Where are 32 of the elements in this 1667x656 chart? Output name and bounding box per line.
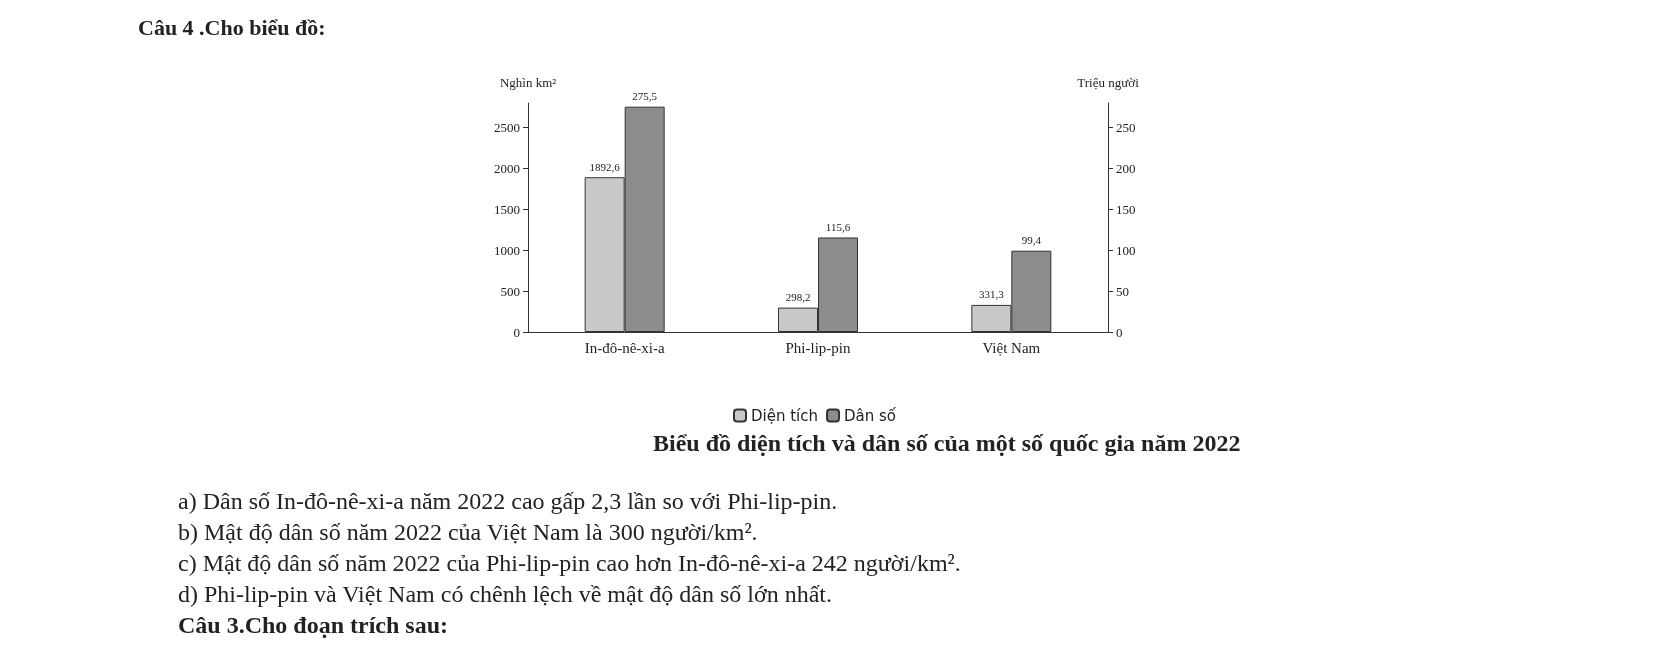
data-label: 298,2 xyxy=(785,291,811,304)
y2-tick-label: 0 xyxy=(1116,324,1123,340)
text: Câu 4 .Cho biểu đồ: xyxy=(138,14,326,40)
x-tick-label: In-đô-nê-xi-a xyxy=(584,339,665,356)
data-label: 1892,6 xyxy=(589,160,621,173)
legend-label: Dân số xyxy=(844,406,897,425)
data-label: 275,5 xyxy=(632,90,658,103)
data-label: 99,4 xyxy=(1021,234,1042,247)
y2-tick-label: 200 xyxy=(1116,160,1136,176)
text: Câu 3.Cho đoạn trích sau: xyxy=(178,612,449,638)
y-tick-label: 1500 xyxy=(494,201,520,217)
y-tick-label: 500 xyxy=(500,283,520,299)
y2-tick-label: 250 xyxy=(1116,120,1136,136)
text: b) Mật độ dân số năm 2022 của Việt Nam là 300 người/km². xyxy=(178,519,758,545)
text: a) Dân số In-đô-nê-xi-a năm 2022 cao gấp 2,3 lần so với Phi-lip-pin. xyxy=(178,488,838,514)
data-label: 115,6 xyxy=(825,220,851,233)
legend-label: Diện tích xyxy=(751,406,819,425)
y2-tick-label: 50 xyxy=(1116,283,1129,299)
y2-axis-title: Triệu người xyxy=(1077,75,1140,90)
y-axis-title: Nghìn km² xyxy=(499,75,557,90)
x-tick-label: Phi-lip-pin xyxy=(785,339,851,356)
y-tick-label: 0 xyxy=(513,324,520,340)
y-tick-label: 2000 xyxy=(494,160,520,176)
x-tick-label: Việt Nam xyxy=(982,339,1041,356)
y2-tick-label: 150 xyxy=(1116,201,1136,217)
text: c) Mật độ dân số năm 2022 của Phi-lip-pin cao hơn In-đô-nê-xi-a 242 người/km². xyxy=(178,550,961,576)
y-tick-label: 2500 xyxy=(494,120,520,136)
text: d) Phi-lip-pin và Việt Nam có chênh lệch về mật độ dân số lớn nhất. xyxy=(178,581,832,607)
y-tick-label: 1000 xyxy=(494,242,520,258)
y2-tick-label: 100 xyxy=(1116,242,1136,258)
data-label: 331,3 xyxy=(978,288,1005,301)
text: Biểu đồ diện tích và dân số của một số quốc gia năm 2022 xyxy=(653,430,1241,456)
